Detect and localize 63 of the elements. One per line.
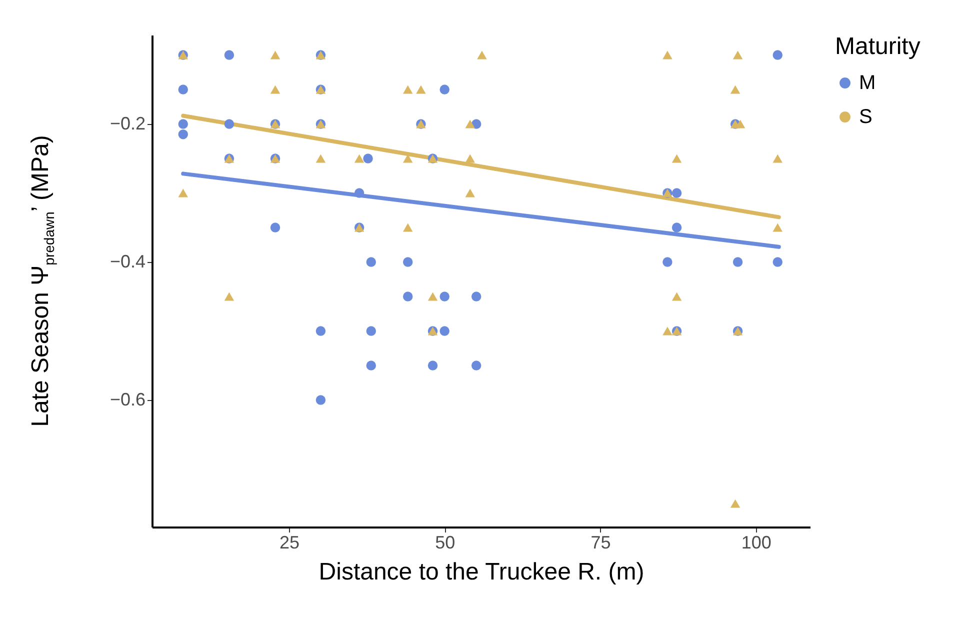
point — [363, 154, 373, 164]
x-tick-label: 50 — [435, 532, 456, 552]
point — [316, 326, 326, 336]
point — [772, 257, 782, 267]
point — [270, 222, 280, 232]
point — [471, 292, 482, 302]
point — [730, 499, 740, 508]
point — [416, 85, 426, 94]
point — [224, 119, 234, 129]
point — [477, 50, 487, 60]
point — [772, 223, 782, 232]
point — [662, 326, 672, 336]
x-axis-title: Distance to the Truckee R. (m) — [318, 558, 644, 586]
x-tick-label: 75 — [590, 532, 611, 552]
legend-label: S — [859, 106, 872, 128]
y-tick-label: −0.2 — [110, 114, 146, 134]
point — [772, 154, 782, 163]
point — [224, 50, 234, 60]
point — [672, 222, 682, 232]
point — [465, 188, 475, 198]
point — [224, 292, 234, 301]
point — [178, 188, 188, 198]
point — [732, 257, 743, 267]
point — [732, 50, 743, 60]
point — [440, 292, 450, 302]
point — [672, 188, 682, 198]
legend-label: M — [859, 72, 876, 94]
point — [402, 257, 413, 267]
point — [440, 84, 450, 94]
point — [270, 85, 280, 94]
point — [270, 50, 280, 60]
point — [402, 223, 413, 232]
point — [440, 326, 450, 336]
point — [402, 292, 413, 302]
point — [428, 292, 438, 301]
point — [354, 188, 364, 198]
x-tick-label: 25 — [279, 532, 300, 552]
point — [772, 50, 782, 60]
y-tick-label: −0.4 — [110, 252, 146, 272]
point — [465, 154, 475, 163]
point — [316, 395, 326, 405]
point — [366, 257, 376, 267]
y-tick-label: −0.6 — [110, 390, 146, 410]
point — [402, 85, 413, 94]
point — [672, 292, 682, 301]
x-tick-label: 100 — [741, 532, 772, 552]
point — [730, 85, 740, 94]
point — [316, 154, 326, 163]
legend-title: Maturity — [835, 33, 920, 60]
point — [366, 326, 376, 336]
point — [662, 257, 672, 267]
point — [178, 119, 188, 129]
point — [428, 360, 438, 370]
point — [662, 50, 672, 60]
point — [465, 120, 475, 128]
point — [735, 120, 746, 128]
point — [366, 360, 376, 370]
point — [471, 360, 482, 370]
point — [178, 130, 188, 140]
point — [354, 154, 364, 163]
point — [178, 84, 188, 94]
point — [402, 154, 413, 163]
point — [672, 154, 682, 163]
